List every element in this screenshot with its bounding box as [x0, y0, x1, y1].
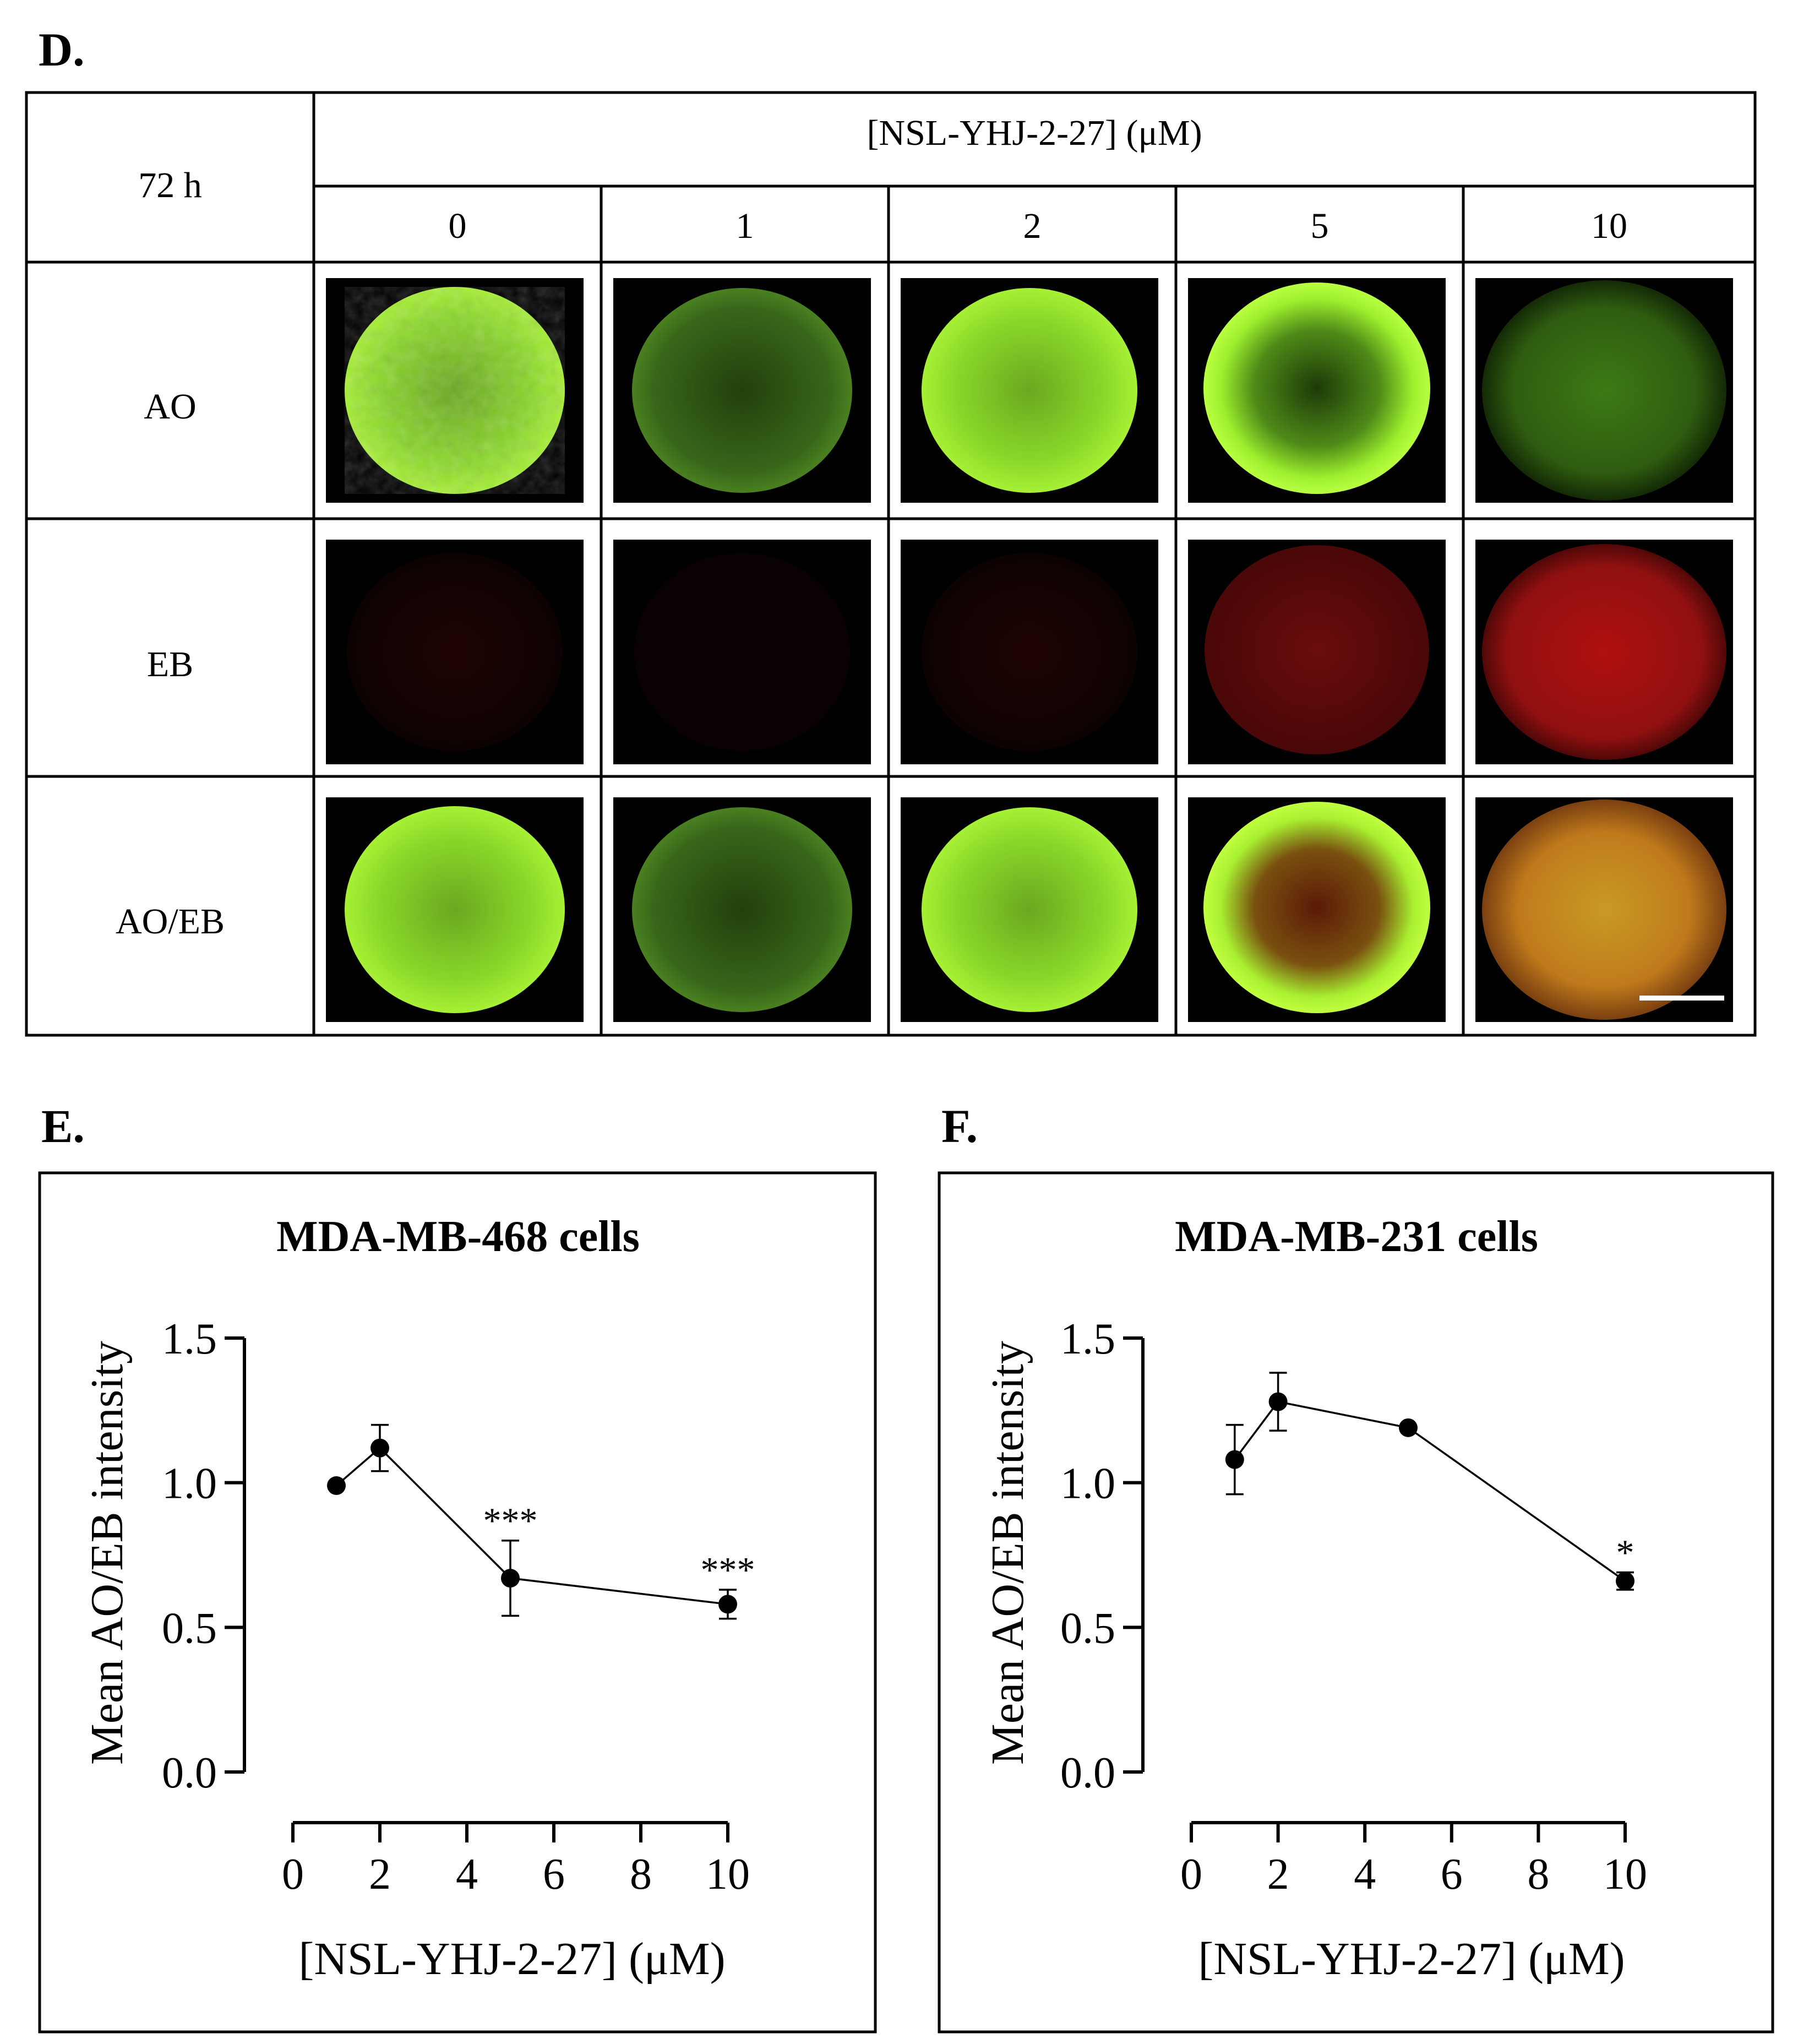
- chart-e-x-tick-label: 0: [282, 1850, 304, 1899]
- chart-e-x-tick-label: 10: [706, 1850, 750, 1899]
- micrograph-eb-5: [1188, 540, 1446, 764]
- chart-e-y-tick-label: 1.0: [162, 1460, 217, 1508]
- chart-e-data-point: [718, 1595, 737, 1614]
- concentration-label-10: 10: [1591, 206, 1627, 246]
- chart-e-series-line: [335, 1447, 728, 1606]
- micrograph-eb-1: [613, 540, 871, 764]
- chart-f-frame: [938, 1171, 1774, 2034]
- chart-e-x-tick-label: 8: [630, 1850, 652, 1899]
- chart-f-x-tick-label: 2: [1267, 1850, 1289, 1899]
- chart-e-significance-label: ***: [483, 1501, 538, 1541]
- chart-e-data-point: [327, 1476, 346, 1495]
- chart-e-x-tick-label: 2: [369, 1850, 391, 1899]
- chart-e-y-tick-label: 0.0: [162, 1749, 217, 1797]
- chart-f-significance-label: *: [1616, 1533, 1634, 1573]
- micrograph-ao-10: [1475, 278, 1733, 503]
- panel-label-f: F.: [941, 1100, 978, 1153]
- micrograph-ao-2: [901, 278, 1158, 503]
- chart-f-x-tick-label: 6: [1441, 1850, 1463, 1899]
- micrograph-ao-1: [613, 278, 871, 503]
- micrograph-merge-10: [1475, 797, 1733, 1022]
- chart-e-title: MDA-MB-468 cells: [276, 1213, 640, 1261]
- chart-f-y-tick-label: 1.0: [1060, 1460, 1115, 1508]
- table-grid: [25, 91, 1757, 1037]
- chart-f-x-tick-label: 10: [1603, 1850, 1647, 1899]
- chart-e-y-tick-label: 0.5: [162, 1604, 217, 1652]
- chart-e-significance-label: ***: [701, 1550, 755, 1590]
- micrograph-ao-5: [1188, 278, 1446, 503]
- micrograph-ao-0: [326, 278, 584, 503]
- micrograph-merge-0: [326, 797, 584, 1022]
- chart-f-data-point: [1268, 1392, 1288, 1411]
- chart-e-ylabel: Mean AO/EB intensity: [81, 1341, 133, 1765]
- concentration-label-0: 0: [449, 206, 467, 246]
- chart-f-title: MDA-MB-231 cells: [1175, 1213, 1538, 1261]
- concentration-label-2: 2: [1023, 206, 1042, 246]
- chart-e-data-point: [501, 1569, 520, 1588]
- chart-f-y-tick-label: 0.0: [1060, 1749, 1115, 1797]
- chart-f-xlabel: [NSL-YHJ-2-27] (μM): [1198, 1933, 1625, 1985]
- micrograph-merge-5: [1188, 797, 1446, 1022]
- chart-f-x-tick-label: 4: [1354, 1850, 1376, 1899]
- chart-e-xlabel: [NSL-YHJ-2-27] (μM): [298, 1933, 725, 1985]
- chart-e-frame: [38, 1171, 877, 2034]
- panel-label-d: D.: [39, 23, 85, 76]
- panel-label-e: E.: [41, 1100, 85, 1153]
- chart-f-marks: 0.0 0.5 1.0 1.5 0 2 4 6 8 10 *: [1060, 1315, 1647, 1899]
- micrograph-merge-1: [613, 797, 871, 1022]
- row-label-aoeb: AO/EB: [116, 901, 225, 942]
- chart-f-data-point: [1225, 1450, 1244, 1469]
- chart-e-marks: 0.0 0.5 1.0 1.5 0 2 4 6 8 10 *** ***: [162, 1315, 755, 1899]
- micrographs: [326, 278, 1733, 1022]
- micrograph-merge-2: [901, 797, 1158, 1022]
- micrograph-table: 72 h [NSL-YHJ-2-27] (μM) 0 1 2 5 10 AO E…: [25, 91, 1757, 1037]
- chart-f-data-point: [1616, 1572, 1634, 1591]
- row-label-eb: EB: [147, 644, 193, 684]
- micrograph-eb-0: [326, 540, 584, 764]
- micrograph-eb-10: [1475, 540, 1733, 764]
- chart-f-x-tick-label: 0: [1180, 1850, 1202, 1899]
- chart-e-x-tick-label: 4: [456, 1850, 478, 1899]
- concentration-label-1: 1: [736, 206, 754, 246]
- chart-f-series-line: [1234, 1400, 1626, 1582]
- scale-bar: [1639, 996, 1724, 1001]
- chart-e-data-point: [371, 1438, 389, 1458]
- time-label: 72 h: [138, 165, 202, 205]
- concentration-label-5: 5: [1311, 206, 1329, 246]
- micrograph-eb-2: [901, 540, 1158, 764]
- chart-f-data-point: [1399, 1418, 1418, 1437]
- chart-f-ylabel: Mean AO/EB intensity: [982, 1341, 1033, 1765]
- chart-f-y-tick-label: 1.5: [1060, 1315, 1115, 1363]
- chart-e-y-tick-label: 1.5: [162, 1315, 217, 1363]
- row-label-ao: AO: [144, 387, 196, 427]
- chart-f-x-tick-label: 8: [1527, 1850, 1549, 1899]
- concentration-header: [NSL-YHJ-2-27] (μM): [867, 113, 1202, 153]
- chart-f-y-tick-label: 0.5: [1060, 1604, 1115, 1652]
- chart-e-x-tick-label: 6: [543, 1850, 565, 1899]
